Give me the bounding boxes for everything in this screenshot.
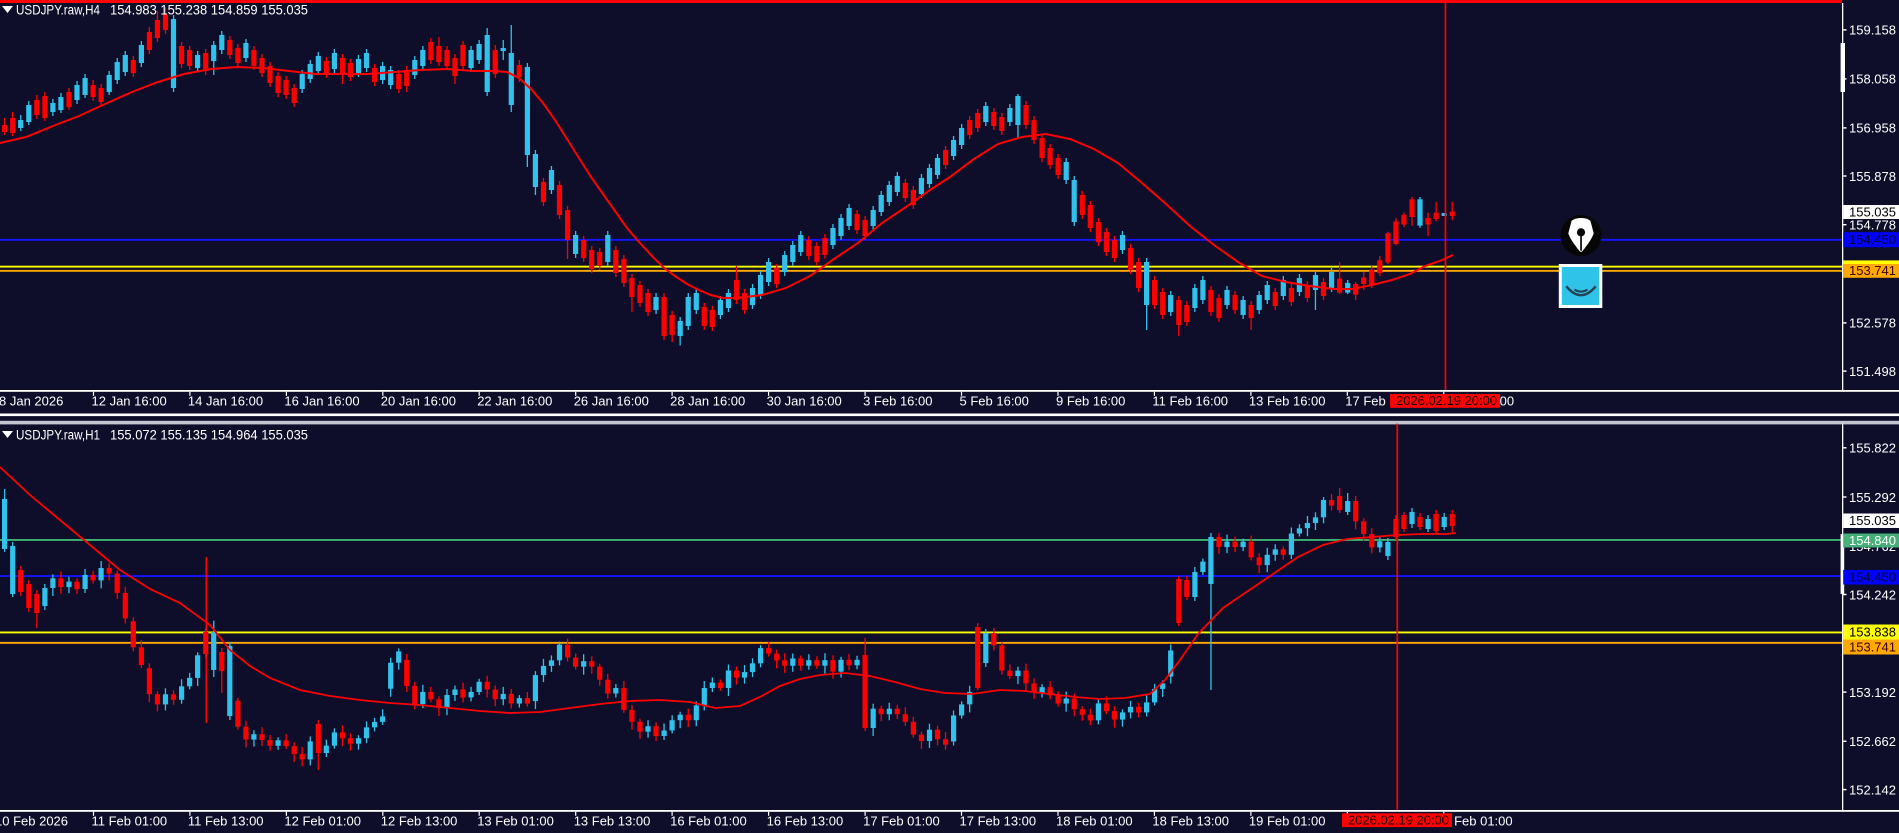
svg-text:154.242: 154.242	[1849, 587, 1896, 602]
svg-text:18 Feb 01:00: 18 Feb 01:00	[1056, 814, 1133, 829]
svg-text:17 Feb 01:00: 17 Feb 01:00	[863, 814, 940, 829]
svg-text:155.035: 155.035	[1849, 204, 1896, 219]
svg-text:26 Jan 16:00: 26 Jan 16:00	[574, 394, 649, 409]
svg-text:12 Jan 16:00: 12 Jan 16:00	[92, 394, 167, 409]
svg-text:156.958: 156.958	[1849, 121, 1896, 136]
svg-text:153.192: 153.192	[1849, 685, 1896, 700]
svg-text:155.292: 155.292	[1849, 490, 1896, 505]
svg-text:9 Feb 16:00: 9 Feb 16:00	[1056, 394, 1125, 409]
svg-text:11 Feb 16:00: 11 Feb 16:00	[1152, 394, 1228, 409]
svg-text:8 Jan 2026: 8 Jan 2026	[0, 394, 63, 409]
svg-text:USDJPY.raw,H4: USDJPY.raw,H4	[16, 3, 100, 18]
svg-text:154.840: 154.840	[1849, 533, 1896, 548]
svg-text:152.578: 152.578	[1849, 316, 1896, 331]
svg-text:155.035: 155.035	[1849, 513, 1896, 528]
svg-text:153.838: 153.838	[1849, 625, 1896, 640]
svg-text:20 Jan 16:00: 20 Jan 16:00	[381, 394, 456, 409]
svg-text:155.878: 155.878	[1849, 169, 1896, 184]
svg-text:153.741: 153.741	[1849, 640, 1896, 655]
svg-text:16 Jan 16:00: 16 Jan 16:00	[284, 394, 359, 409]
svg-text:11 Feb 01:00: 11 Feb 01:00	[92, 814, 168, 829]
svg-text:153.741: 153.741	[1849, 263, 1896, 278]
svg-text:151.498: 151.498	[1849, 364, 1896, 379]
svg-text:154.450: 154.450	[1849, 232, 1896, 247]
svg-text:22 Jan 16:00: 22 Jan 16:00	[477, 394, 552, 409]
svg-text:11 Feb 13:00: 11 Feb 13:00	[188, 814, 264, 829]
svg-text:19 Feb 01:00: 19 Feb 01:00	[1249, 814, 1326, 829]
svg-text:158.058: 158.058	[1849, 72, 1896, 87]
svg-text:152.142: 152.142	[1849, 782, 1896, 797]
svg-text:USDJPY.raw,H1: USDJPY.raw,H1	[16, 428, 100, 443]
svg-text:2026.02.19 20:00: 2026.02.19 20:00	[1348, 813, 1449, 828]
svg-text:154.983 155.238 154.859 155.03: 154.983 155.238 154.859 155.035	[110, 3, 308, 18]
svg-text:12 Feb 13:00: 12 Feb 13:00	[381, 814, 458, 829]
svg-text:13 Feb 16:00: 13 Feb 16:00	[1249, 394, 1326, 409]
svg-text:5 Feb 16:00: 5 Feb 16:00	[960, 394, 1029, 409]
svg-text:18 Feb 13:00: 18 Feb 13:00	[1152, 814, 1229, 829]
svg-text:154.450: 154.450	[1849, 570, 1896, 585]
svg-text:17 Feb 13:00: 17 Feb 13:00	[960, 814, 1037, 829]
svg-text:12 Feb 01:00: 12 Feb 01:00	[284, 814, 361, 829]
svg-text:3 Feb 16:00: 3 Feb 16:00	[863, 394, 932, 409]
svg-text:159.158: 159.158	[1849, 23, 1896, 38]
svg-text:152.662: 152.662	[1849, 734, 1896, 749]
svg-text:16 Feb 01:00: 16 Feb 01:00	[670, 814, 747, 829]
svg-text:155.072 155.135 154.964 155.03: 155.072 155.135 154.964 155.035	[110, 428, 308, 443]
svg-text:13 Feb 13:00: 13 Feb 13:00	[574, 814, 651, 829]
svg-text:16 Feb 13:00: 16 Feb 13:00	[767, 814, 844, 829]
svg-text:28 Jan 16:00: 28 Jan 16:00	[670, 394, 745, 409]
svg-text:13 Feb 01:00: 13 Feb 01:00	[477, 814, 554, 829]
svg-text:10 Feb 2026: 10 Feb 2026	[0, 814, 68, 829]
svg-text:2026.02.19 20:00: 2026.02.19 20:00	[1396, 393, 1497, 408]
svg-text:30 Jan 16:00: 30 Jan 16:00	[767, 394, 842, 409]
svg-text:154.778: 154.778	[1849, 218, 1896, 233]
svg-text:155.822: 155.822	[1849, 441, 1896, 456]
svg-text:14 Jan 16:00: 14 Jan 16:00	[188, 394, 263, 409]
svg-text:20 Feb 01:00: 20 Feb 01:00	[1436, 814, 1513, 829]
